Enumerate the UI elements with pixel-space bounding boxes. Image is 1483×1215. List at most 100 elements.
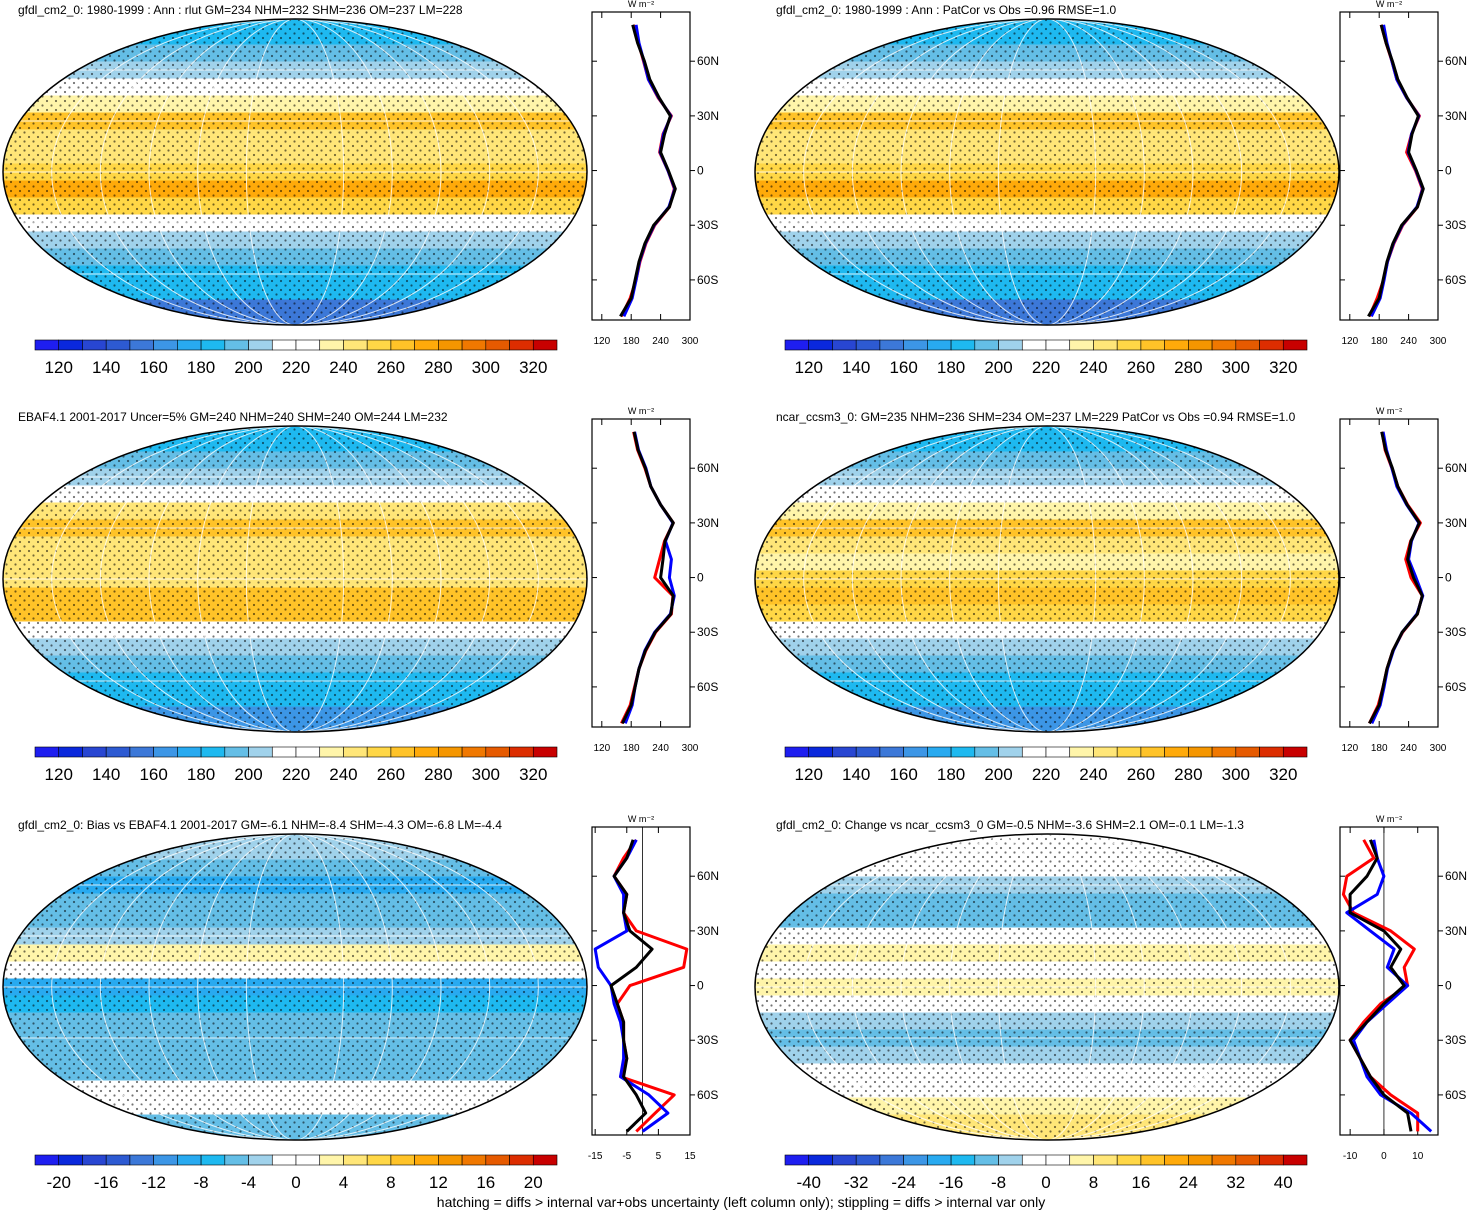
x-tick-label: 120 [593, 743, 610, 754]
colorbar-box [58, 1154, 83, 1166]
colorbar-box [998, 1154, 1023, 1166]
colorbar-label: 12 [429, 1173, 448, 1192]
colorbar-label: -16 [939, 1173, 964, 1192]
meridian [99, 834, 491, 1140]
colorbar-box [1069, 1154, 1094, 1166]
colorbar-box [295, 1154, 321, 1166]
colorbar-label: 180 [187, 765, 215, 784]
colorbar-box [927, 1154, 952, 1166]
colorbar-label: 0 [1041, 1173, 1050, 1192]
x-tick-label: 300 [1430, 743, 1447, 754]
colorbar-label: 20 [524, 1173, 543, 1192]
meridian [803, 834, 1291, 1140]
y-tick-label: 60N [697, 869, 719, 883]
y-tick-label: 60S [1445, 680, 1466, 694]
colorbar-box [1211, 339, 1237, 351]
map-border [2, 833, 588, 1141]
colorbar-label: 200 [234, 358, 262, 377]
x-tick-label: 0 [1381, 1151, 1387, 1162]
x-tick-label: 240 [652, 336, 669, 347]
colorbar-box [153, 746, 178, 758]
colorbar-box [153, 1154, 178, 1166]
colorbar-box [1282, 746, 1308, 758]
zonal-frame [1339, 418, 1439, 728]
colorbar-box [903, 746, 928, 758]
colorbar-box [1140, 339, 1165, 351]
y-tick-label: 30N [1445, 924, 1467, 938]
colorbar-box [82, 339, 107, 351]
colorbar-label: -20 [46, 1173, 71, 1192]
colorbar-label: 0 [291, 1173, 300, 1192]
colorbar-box [414, 1154, 439, 1166]
colorbar-box [1093, 746, 1118, 758]
meridian [949, 19, 1145, 325]
map [3, 426, 587, 732]
colorbar-box [950, 339, 976, 351]
colorbar-box [200, 339, 226, 351]
colorbar-box [1021, 1154, 1047, 1166]
colorbar-box [295, 746, 321, 758]
colorbar-box [1116, 746, 1142, 758]
colorbar-box [974, 1154, 999, 1166]
colorbar-label: 8 [386, 1173, 395, 1192]
colorbar-box [509, 339, 534, 351]
map-border [2, 425, 588, 733]
colorbar-box [1021, 339, 1047, 351]
colorbar-label: 160 [889, 358, 917, 377]
y-tick-label: 30N [697, 109, 719, 123]
colorbar-box [319, 746, 344, 758]
y-tick-label: 60N [1445, 461, 1467, 475]
colorbar-label: -12 [141, 1173, 166, 1192]
colorbar-box [855, 746, 881, 758]
y-tick-label: 30S [1445, 1033, 1466, 1047]
meridian [997, 834, 1097, 1140]
meridian [197, 426, 393, 732]
colorbar-box [532, 1154, 558, 1166]
meridian [197, 19, 393, 325]
colorbar-label: 240 [1079, 358, 1107, 377]
colorbar-box [200, 746, 226, 758]
y-tick-label: 30N [1445, 109, 1467, 123]
colorbar-label: 180 [187, 358, 215, 377]
zonal-line [621, 431, 675, 725]
map [755, 19, 1339, 325]
x-tick-label: 240 [1400, 336, 1417, 347]
zonal-unit: W m⁻² [628, 406, 654, 416]
colorbar-box [177, 339, 202, 351]
colorbar-box [832, 746, 857, 758]
y-tick-label: 30S [1445, 625, 1466, 639]
meridian [949, 834, 1145, 1140]
colorbar-box [82, 1154, 107, 1166]
colorbar-box [1211, 746, 1237, 758]
colorbar-box [224, 339, 249, 351]
x-tick-label: 300 [1430, 336, 1447, 347]
panel: gfdl_cm2_0: Change vs ncar_ccsm3_0 GM=-0… [754, 814, 1467, 1192]
meridian [148, 834, 442, 1140]
colorbar-label: -32 [844, 1173, 869, 1192]
zonal-unit: W m⁻² [1376, 406, 1402, 416]
meridian [900, 426, 1194, 732]
y-tick-label: 60N [1445, 869, 1467, 883]
zonal-line [1368, 431, 1424, 725]
colorbar-box [1259, 1154, 1284, 1166]
colorbar-label: 200 [234, 765, 262, 784]
y-tick-label: 60N [1445, 54, 1467, 68]
zonal-frame [591, 418, 691, 728]
colorbar-label: 120 [45, 765, 73, 784]
colorbar-box [1140, 746, 1165, 758]
zonal-line [619, 24, 677, 318]
meridian [99, 19, 491, 325]
meridian [51, 19, 539, 325]
zonal-frame [1339, 826, 1439, 1136]
colorbar-box [1259, 339, 1284, 351]
colorbar-box [927, 339, 952, 351]
colorbar-box [319, 339, 344, 351]
colorbar-box [1045, 746, 1071, 758]
meridian [900, 19, 1194, 325]
meridian [245, 834, 345, 1140]
y-tick-label: 0 [697, 571, 704, 585]
meridian [851, 19, 1243, 325]
panel: gfdl_cm2_0: Bias vs EBAF4.1 2001-2017 GM… [2, 814, 719, 1192]
colorbar-box [879, 746, 904, 758]
colorbar-label: 300 [472, 358, 500, 377]
